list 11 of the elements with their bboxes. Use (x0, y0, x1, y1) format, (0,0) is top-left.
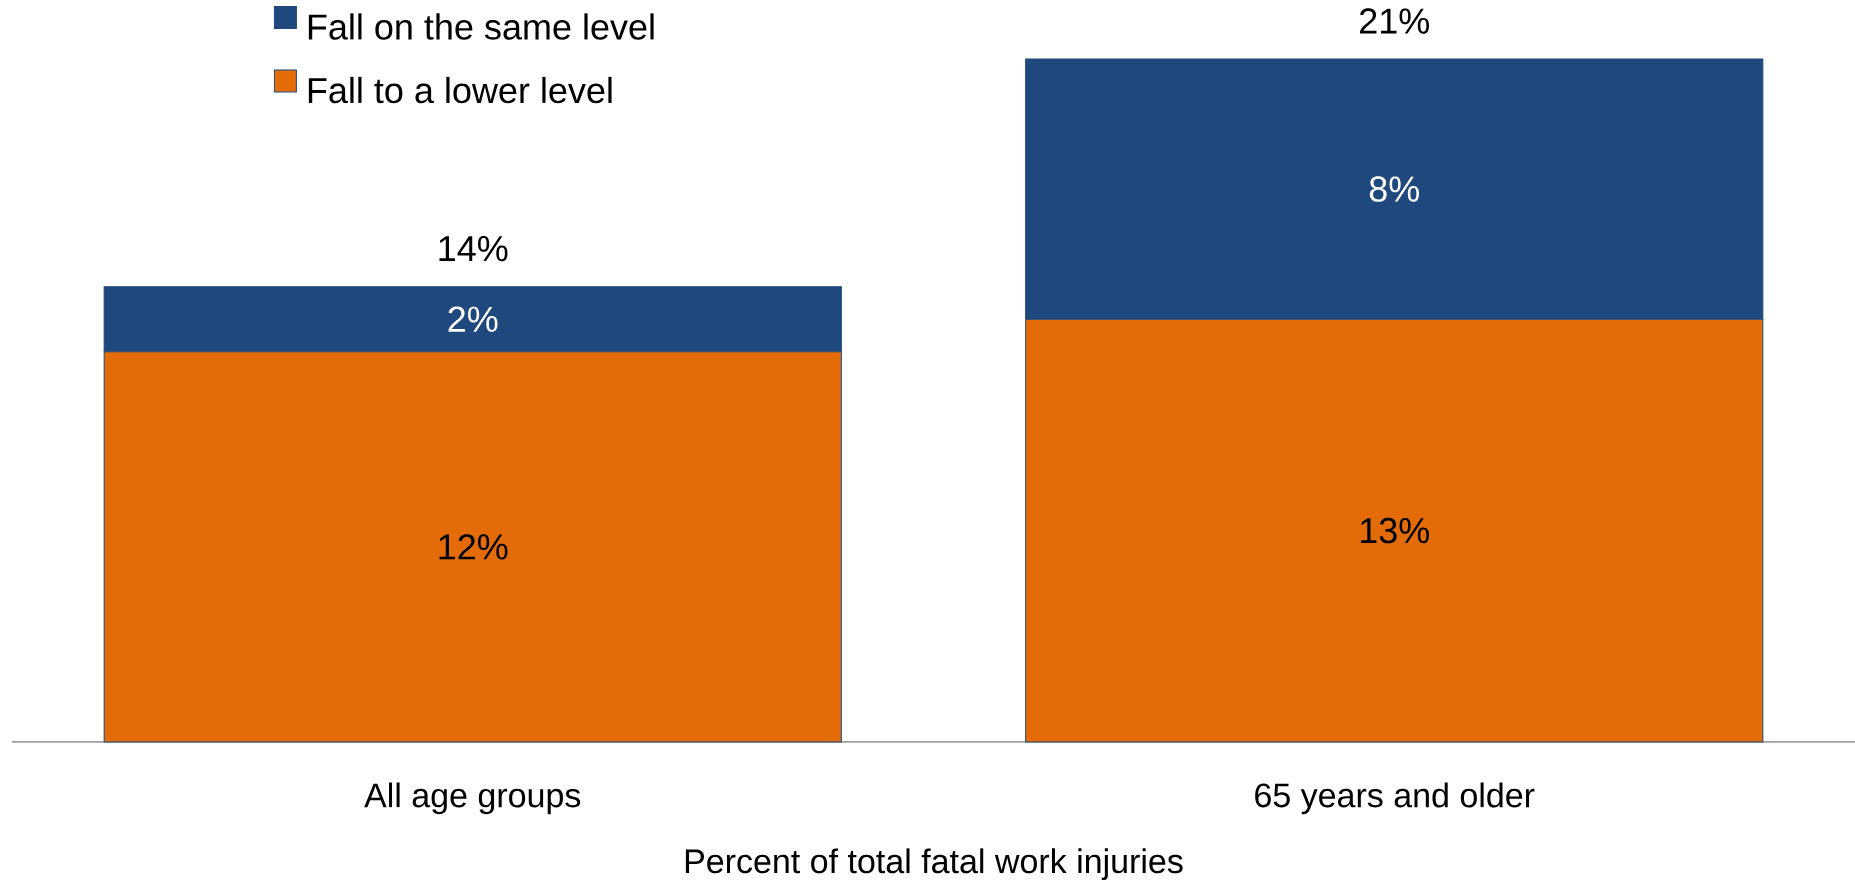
legend-label: Fall to a lower level (308, 76, 612, 104)
data-label: 12% (439, 534, 508, 560)
data-label: 8% (1369, 176, 1419, 202)
x-tick-label: All age groups (364, 782, 581, 815)
x-axis-title: Percent of total fatal work injuries (685, 848, 1183, 881)
data-label: 13% (1360, 517, 1429, 544)
total-label: 14% (439, 236, 508, 262)
legend-label: Fall on the same level (308, 13, 654, 40)
data-label: 2% (448, 306, 498, 332)
x-tick-label: 65 years and older (1255, 782, 1535, 815)
total-label: 21% (1360, 8, 1429, 34)
